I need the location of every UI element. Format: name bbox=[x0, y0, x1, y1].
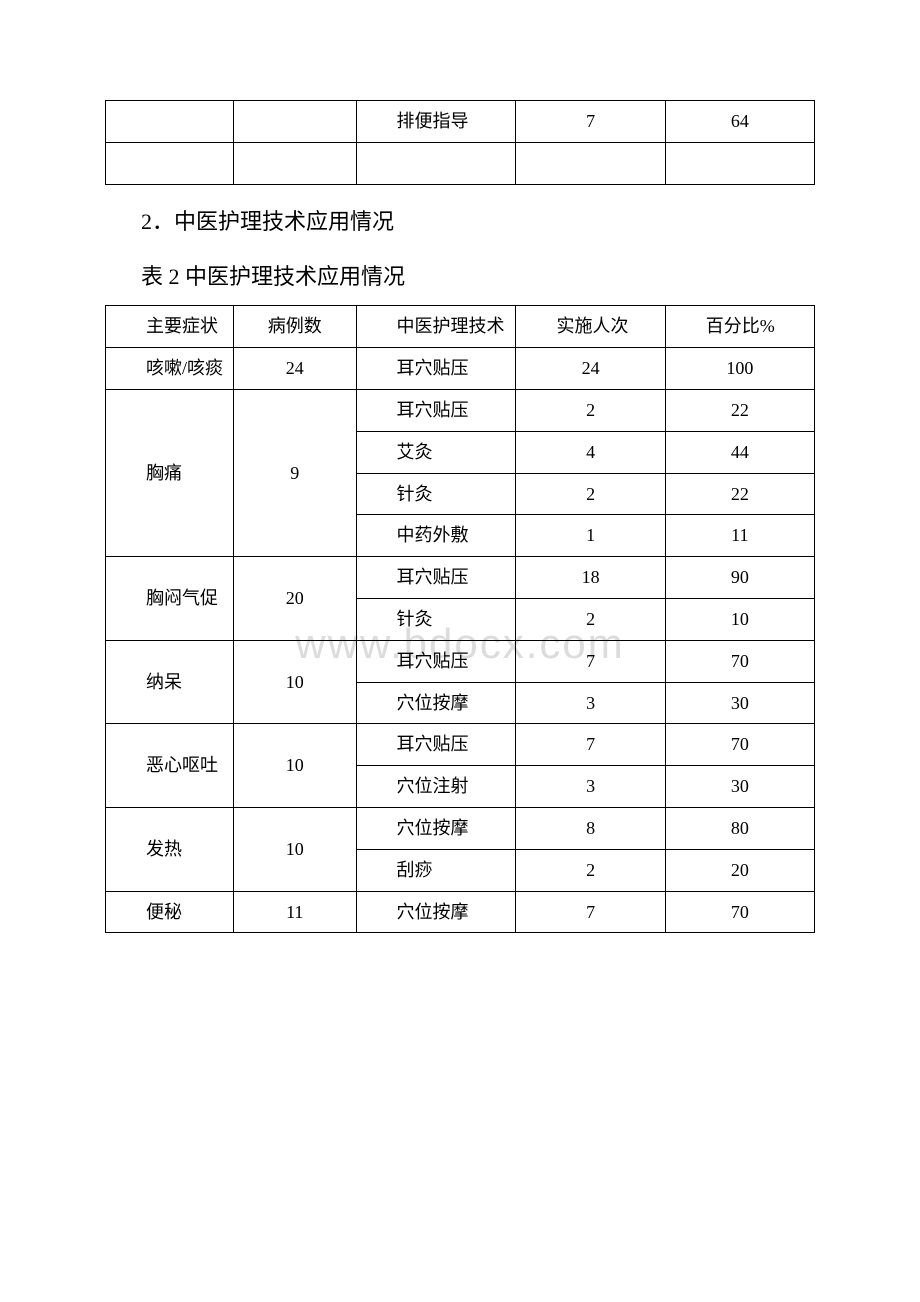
cell-empty bbox=[233, 142, 356, 184]
cell-count: 24 bbox=[516, 348, 665, 390]
cell-cases: 10 bbox=[233, 640, 356, 724]
page: www.bdocx.com 排便指导 7 64 2．中医护理技术应用情况 表 2… bbox=[0, 0, 920, 1033]
cell-pct: 70 bbox=[665, 891, 814, 933]
cell-tech: 刮痧 bbox=[356, 849, 516, 891]
cell-pct: 44 bbox=[665, 431, 814, 473]
header-cell: 实施人次 bbox=[516, 306, 665, 348]
cell-empty bbox=[106, 142, 234, 184]
cell-symptom: 胸闷气促 bbox=[106, 557, 234, 641]
cell-empty bbox=[106, 101, 234, 143]
table-row bbox=[106, 142, 815, 184]
table-row: 发热10 穴位按摩880 bbox=[106, 807, 815, 849]
cell-count: 3 bbox=[516, 766, 665, 808]
cell-pct: 22 bbox=[665, 389, 814, 431]
cell-empty bbox=[233, 101, 356, 143]
cell-pct: 90 bbox=[665, 557, 814, 599]
cell-cases: 9 bbox=[233, 389, 356, 556]
cell-count: 1 bbox=[516, 515, 665, 557]
cell-pct: 30 bbox=[665, 682, 814, 724]
table-row: 便秘11 穴位按摩770 bbox=[106, 891, 815, 933]
cell-tech: 穴位按摩 bbox=[356, 807, 516, 849]
cell-tech: 耳穴贴压 bbox=[356, 640, 516, 682]
cell-pct: 70 bbox=[665, 724, 814, 766]
cell-pct: 64 bbox=[665, 101, 814, 143]
cell-cases: 10 bbox=[233, 724, 356, 808]
cell-symptom: 发热 bbox=[106, 807, 234, 891]
table-row: 恶心呕吐10 耳穴贴压770 bbox=[106, 724, 815, 766]
cell-cases: 24 bbox=[233, 348, 356, 390]
cell-empty bbox=[516, 142, 665, 184]
cell-symptom: 纳呆 bbox=[106, 640, 234, 724]
cell-cases: 20 bbox=[233, 557, 356, 641]
cell-count: 18 bbox=[516, 557, 665, 599]
cell-pct: 20 bbox=[665, 849, 814, 891]
section-heading: 2．中医护理技术应用情况 bbox=[141, 203, 815, 240]
main-table: 主要症状病例数 中医护理技术 实施人次 百分比% 咳嗽/咳痰24 耳穴贴压241… bbox=[105, 305, 815, 933]
cell-tech: 耳穴贴压 bbox=[356, 389, 516, 431]
cell-tech: 艾灸 bbox=[356, 431, 516, 473]
cell-symptom: 咳嗽/咳痰 bbox=[106, 348, 234, 390]
header-cell: 中医护理技术 bbox=[356, 306, 516, 348]
cell-pct: 80 bbox=[665, 807, 814, 849]
table-header-row: 主要症状病例数 中医护理技术 实施人次 百分比% bbox=[106, 306, 815, 348]
table-row: 纳呆10 耳穴贴压770 bbox=[106, 640, 815, 682]
table-caption: 表 2 中医护理技术应用情况 bbox=[141, 258, 815, 295]
cell-count: 2 bbox=[516, 598, 665, 640]
cell-tech: 针灸 bbox=[356, 473, 516, 515]
cell-pct: 11 bbox=[665, 515, 814, 557]
cell-count: 2 bbox=[516, 473, 665, 515]
cell-count: 7 bbox=[516, 724, 665, 766]
cell-tech: 穴位按摩 bbox=[356, 682, 516, 724]
cell-empty bbox=[356, 142, 516, 184]
cell-symptom: 恶心呕吐 bbox=[106, 724, 234, 808]
cell-pct: 30 bbox=[665, 766, 814, 808]
cell-empty bbox=[665, 142, 814, 184]
cell-pct: 10 bbox=[665, 598, 814, 640]
header-cell: 病例数 bbox=[233, 306, 356, 348]
cell-tech: 穴位按摩 bbox=[356, 891, 516, 933]
cell-cases: 10 bbox=[233, 807, 356, 891]
cell-count: 7 bbox=[516, 640, 665, 682]
cell-count: 3 bbox=[516, 682, 665, 724]
top-table: 排便指导 7 64 bbox=[105, 100, 815, 185]
cell-tech: 耳穴贴压 bbox=[356, 724, 516, 766]
cell-tech: 针灸 bbox=[356, 598, 516, 640]
cell-count: 7 bbox=[516, 101, 665, 143]
table-row: 胸痛9 耳穴贴压222 bbox=[106, 389, 815, 431]
table-row: 咳嗽/咳痰24 耳穴贴压24100 bbox=[106, 348, 815, 390]
cell-symptom: 便秘 bbox=[106, 891, 234, 933]
cell-pct: 22 bbox=[665, 473, 814, 515]
cell-symptom: 胸痛 bbox=[106, 389, 234, 556]
cell-count: 4 bbox=[516, 431, 665, 473]
header-cell: 百分比% bbox=[665, 306, 814, 348]
cell-pct: 70 bbox=[665, 640, 814, 682]
cell-cases: 11 bbox=[233, 891, 356, 933]
cell-tech: 耳穴贴压 bbox=[356, 348, 516, 390]
cell-tech: 中药外敷 bbox=[356, 515, 516, 557]
cell-count: 2 bbox=[516, 389, 665, 431]
cell-tech: 穴位注射 bbox=[356, 766, 516, 808]
header-cell: 主要症状 bbox=[106, 306, 234, 348]
cell-count: 7 bbox=[516, 891, 665, 933]
table-row: 胸闷气促20 耳穴贴压1890 bbox=[106, 557, 815, 599]
cell-count: 2 bbox=[516, 849, 665, 891]
cell-pct: 100 bbox=[665, 348, 814, 390]
cell-tech: 排便指导 bbox=[356, 101, 516, 143]
cell-tech: 耳穴贴压 bbox=[356, 557, 516, 599]
table-row: 排便指导 7 64 bbox=[106, 101, 815, 143]
cell-count: 8 bbox=[516, 807, 665, 849]
